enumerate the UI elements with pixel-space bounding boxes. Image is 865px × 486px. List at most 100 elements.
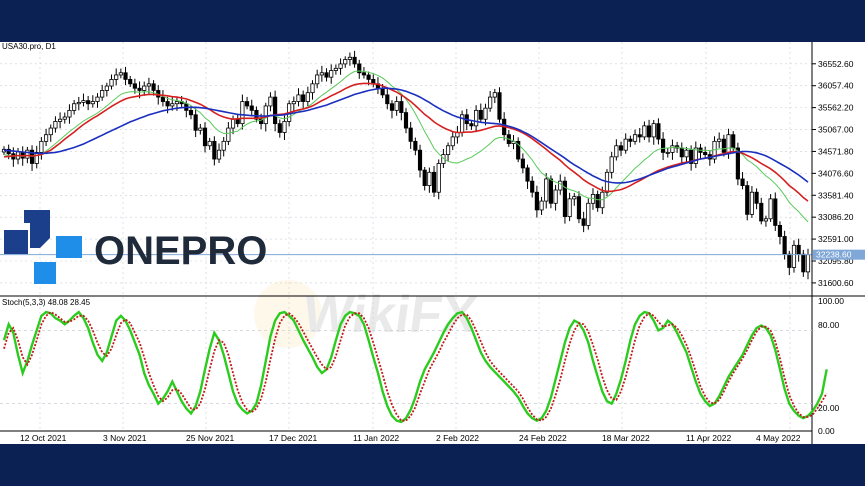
candle — [277, 123, 282, 133]
price-axis-label: 36057.40 — [818, 81, 854, 91]
price-axis-label: 32591.00 — [818, 234, 854, 244]
time-axis-labels: 12 Oct 2021 3 Nov 2021 25 Nov 2021 17 De… — [20, 433, 801, 443]
candle — [81, 100, 86, 103]
time-label: 18 Mar 2022 — [602, 433, 650, 443]
candle — [221, 140, 226, 151]
candle — [618, 145, 624, 151]
candle — [445, 145, 451, 156]
candle — [146, 83, 151, 87]
candle — [53, 121, 58, 129]
symbol-label: USA30.pro, D1 — [2, 42, 56, 51]
candle — [777, 225, 783, 237]
candle — [254, 109, 259, 120]
candle — [422, 169, 427, 186]
candle — [703, 152, 708, 156]
candle — [137, 87, 142, 91]
candle — [586, 202, 591, 226]
candle — [235, 118, 240, 125]
candle — [548, 178, 553, 204]
candle — [282, 121, 287, 133]
candle — [403, 112, 409, 129]
time-label: 24 Feb 2022 — [519, 433, 567, 443]
candle — [230, 118, 236, 129]
candle — [174, 101, 180, 105]
stoch-label: Stoch(5,3,3) 48.08 28.45 — [2, 298, 91, 307]
price-axis-label: 34076.60 — [818, 168, 854, 178]
candle — [679, 147, 684, 158]
candles — [1, 50, 811, 280]
candle — [595, 194, 600, 209]
time-label: 11 Apr 2022 — [686, 433, 731, 443]
candle — [109, 78, 114, 87]
candle — [132, 83, 137, 89]
candle — [333, 67, 338, 71]
candle — [273, 96, 278, 125]
candle — [329, 70, 334, 78]
candle — [90, 101, 95, 105]
time-label: 4 May 2022 — [756, 433, 801, 443]
candle — [193, 114, 198, 131]
candle — [651, 123, 656, 138]
bottom-border — [0, 444, 865, 486]
candle — [114, 74, 119, 80]
candle — [759, 202, 764, 222]
candle — [123, 72, 128, 80]
candle — [562, 180, 568, 217]
candle — [338, 63, 343, 69]
candle — [142, 85, 147, 91]
stoch-axis-label: 100.00 — [818, 296, 844, 306]
candle — [315, 74, 320, 85]
candle — [268, 96, 273, 107]
candle — [198, 127, 203, 131]
candle — [417, 149, 423, 171]
candle — [735, 147, 740, 180]
candle — [95, 96, 100, 102]
candle — [525, 167, 530, 182]
candle — [754, 191, 759, 204]
watermark-text: WikiFX — [300, 286, 481, 344]
candle — [497, 92, 502, 120]
ma-red-line — [3, 82, 809, 202]
stoch-axis-label: 80.00 — [818, 320, 840, 330]
candle — [483, 107, 488, 120]
candle — [805, 254, 811, 273]
candle — [380, 87, 385, 96]
current-price-badge — [813, 249, 865, 260]
candle — [431, 171, 437, 193]
candle — [726, 134, 731, 153]
candle — [787, 253, 792, 268]
candle — [202, 127, 208, 147]
candle — [347, 56, 352, 60]
candle — [520, 158, 525, 169]
candle — [628, 138, 633, 142]
candle — [436, 163, 441, 193]
candle — [226, 127, 231, 142]
candle — [558, 180, 563, 191]
candle — [296, 94, 301, 102]
candle — [43, 134, 49, 142]
candle — [62, 116, 67, 120]
candle — [684, 149, 689, 158]
candle — [100, 90, 105, 98]
candle — [609, 156, 614, 173]
price-grid — [0, 42, 812, 295]
price-axis-label: 36552.60 — [818, 59, 854, 69]
candle — [343, 59, 348, 65]
candle — [488, 96, 493, 109]
candle — [632, 134, 638, 142]
candle — [768, 198, 773, 220]
logo-navy-shape — [24, 210, 50, 248]
candle — [240, 101, 245, 125]
candle — [656, 123, 661, 140]
candle — [721, 138, 726, 153]
price-axis-labels: 36552.60 36057.40 35562.20 35067.00 34571.80… — [812, 59, 854, 288]
candle — [207, 140, 212, 147]
candle — [413, 140, 418, 151]
candle — [319, 72, 324, 76]
candle — [581, 218, 586, 226]
candle — [263, 105, 268, 125]
candle — [352, 56, 357, 65]
candle — [67, 109, 72, 118]
candle — [637, 134, 642, 138]
candle — [34, 152, 39, 164]
